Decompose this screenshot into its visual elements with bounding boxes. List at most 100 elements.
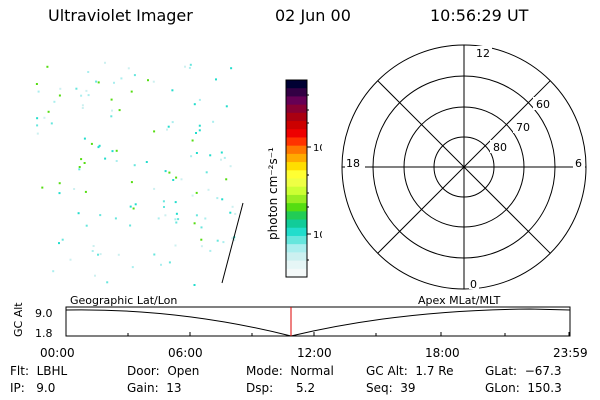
image-speckle [174, 201, 177, 204]
timeline-right-label: Apex MLat/MLT [418, 294, 501, 307]
image-speckle [225, 178, 228, 181]
image-speckle [99, 253, 102, 256]
colorbar-color-block [286, 80, 307, 89]
colorbar-color-block [286, 121, 307, 130]
image-speckle [225, 105, 228, 108]
polar-axes [342, 45, 586, 289]
image-speckle [80, 94, 83, 97]
image-speckle [46, 65, 49, 68]
image-speckle [69, 258, 72, 261]
image-speckle [78, 166, 81, 168]
image-speckle [153, 253, 156, 256]
image-speckle [81, 107, 84, 109]
image-speckle [175, 212, 178, 215]
colorbar-color-block [286, 186, 307, 196]
image-speckle [145, 161, 148, 163]
colorbar-color-block [286, 235, 307, 245]
image-speckle [229, 211, 232, 214]
dsp-readout: Dsp: 5.2 [246, 381, 316, 395]
image-speckle [111, 150, 114, 153]
image-speckle [198, 98, 201, 101]
geographic-image-panel [35, 61, 244, 286]
gc-alt-readout: GC Alt: 1.7 Re [366, 364, 454, 378]
colorbar-tick-100: 100 [313, 143, 322, 154]
image-speckle [85, 89, 88, 92]
image-speckle [58, 94, 61, 97]
colorbar: 100 10 photon cm⁻²s⁻¹ [266, 79, 322, 278]
image-speckle [212, 120, 215, 123]
image-speckle [229, 165, 232, 168]
image-speckle [110, 98, 113, 101]
polar-lat-80: 80 [493, 141, 507, 154]
image-speckle [104, 157, 107, 160]
timeline-xtick-0000: 00:00 [40, 346, 75, 360]
image-speckle [195, 152, 198, 154]
image-speckle [153, 130, 156, 133]
image-speckle [91, 250, 94, 252]
image-speckle [168, 171, 171, 174]
image-speckle [209, 154, 212, 157]
image-speckle [231, 237, 234, 240]
image-speckle [99, 214, 102, 217]
colorbar-color-block [286, 170, 307, 180]
ip-readout: IP: 9.0 [10, 381, 56, 395]
image-speckle [117, 253, 120, 256]
image-speckle [97, 146, 100, 149]
timeline-ytick-9: 9.0 [35, 307, 53, 320]
image-speckle [172, 179, 175, 181]
glon-readout: GLon: 150.3 [485, 381, 562, 395]
image-speckle [133, 74, 136, 77]
colorbar-color-block [286, 153, 307, 163]
altitude-curve [65, 308, 571, 337]
image-speckle [36, 132, 39, 135]
colorbar-color-block [286, 137, 307, 147]
image-speckle [171, 89, 174, 92]
image-speckle [35, 83, 38, 85]
polar-label-0: 0 [470, 278, 477, 291]
timeline-ticks [65, 332, 570, 336]
image-speckle [52, 270, 55, 273]
timeline-xtick-1800: 18:00 [425, 346, 460, 360]
polar-label-6: 6 [575, 157, 582, 170]
timeline-ytick-1-8: 1.8 [35, 327, 53, 340]
image-speckle [111, 109, 113, 112]
image-speckle [90, 142, 93, 145]
seq-readout: Seq: 39 [366, 381, 416, 395]
colorbar-color-block [286, 252, 307, 262]
colorbar-color-block [286, 194, 307, 204]
image-speckle [234, 212, 237, 215]
timeline-xtick-2359: 23:59 [553, 346, 588, 360]
door-readout: Door: Open [127, 364, 200, 378]
image-speckle [36, 124, 39, 127]
colorbar-color-block [286, 162, 307, 171]
image-speckle [166, 128, 168, 131]
image-speckle [198, 124, 201, 127]
image-speckle [189, 63, 192, 66]
image-speckle [113, 81, 115, 84]
image-speckle [220, 158, 222, 161]
image-speckle [61, 238, 64, 241]
image-speckle [132, 207, 135, 210]
limb-line [221, 202, 244, 284]
image-speckle [147, 79, 149, 82]
altitude-timeline: Geographic Lat/Lon Apex MLat/MLT GC Alt … [12, 294, 588, 360]
image-speckle [95, 80, 98, 83]
image-speckle [114, 217, 117, 220]
glat-readout: GLat: −67.3 [485, 364, 562, 378]
colorbar-gradient [286, 80, 307, 278]
image-speckle [200, 245, 203, 248]
image-speckle [164, 170, 167, 173]
colorbar-color-block [286, 244, 307, 253]
image-speckle [104, 61, 106, 64]
image-speckle [200, 226, 203, 229]
image-speckle [43, 116, 46, 119]
polar-label-12: 12 [476, 47, 490, 60]
header-time: 10:56:29 UT [430, 6, 529, 25]
image-speckle [58, 182, 61, 185]
polar-plot: 12 18 6 0 60 70 80 [341, 44, 587, 291]
colorbar-color-block [286, 96, 307, 106]
colorbar-tick-10: 10 [313, 230, 322, 241]
colorbar-unit-label: photon cm⁻²s⁻¹ [266, 147, 280, 240]
timeline-xtick-0600: 06:00 [168, 346, 203, 360]
image-speckle [175, 221, 178, 224]
